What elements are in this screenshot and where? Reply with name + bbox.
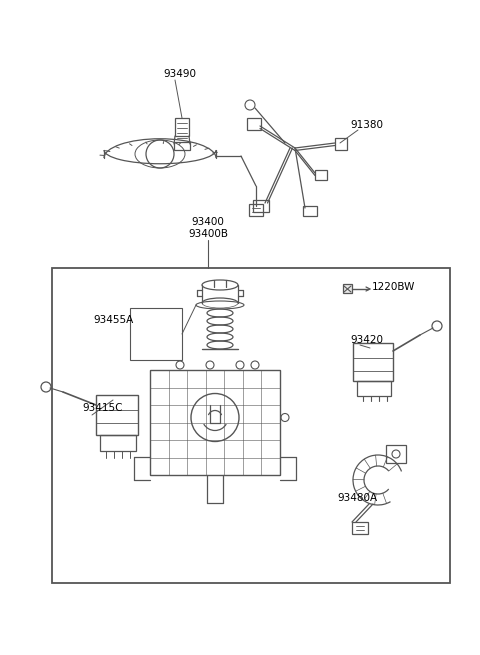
Text: 93480A: 93480A — [337, 493, 377, 503]
Text: 93420: 93420 — [350, 335, 383, 345]
Bar — [353, 343, 393, 381]
Bar — [253, 200, 269, 212]
Bar — [249, 204, 263, 216]
Bar — [52, 268, 450, 583]
Bar — [100, 435, 136, 451]
Text: 1220BW: 1220BW — [372, 282, 415, 292]
Text: 93490: 93490 — [163, 69, 196, 79]
Text: 93400B: 93400B — [188, 229, 228, 239]
Bar — [386, 445, 406, 463]
Bar — [175, 118, 189, 136]
Text: 93455A: 93455A — [93, 315, 133, 325]
Bar — [96, 395, 138, 435]
Bar — [357, 381, 391, 396]
Text: 93415C: 93415C — [82, 403, 122, 413]
Bar — [303, 206, 317, 216]
Bar — [315, 170, 327, 180]
Bar — [343, 284, 352, 293]
Bar — [174, 142, 190, 150]
Bar — [130, 308, 182, 360]
Text: 93400: 93400 — [192, 217, 225, 227]
Circle shape — [191, 394, 239, 441]
Bar — [247, 118, 261, 130]
Bar — [352, 522, 368, 534]
Bar — [335, 138, 347, 150]
Bar — [150, 370, 280, 475]
Text: 91380: 91380 — [350, 120, 383, 130]
